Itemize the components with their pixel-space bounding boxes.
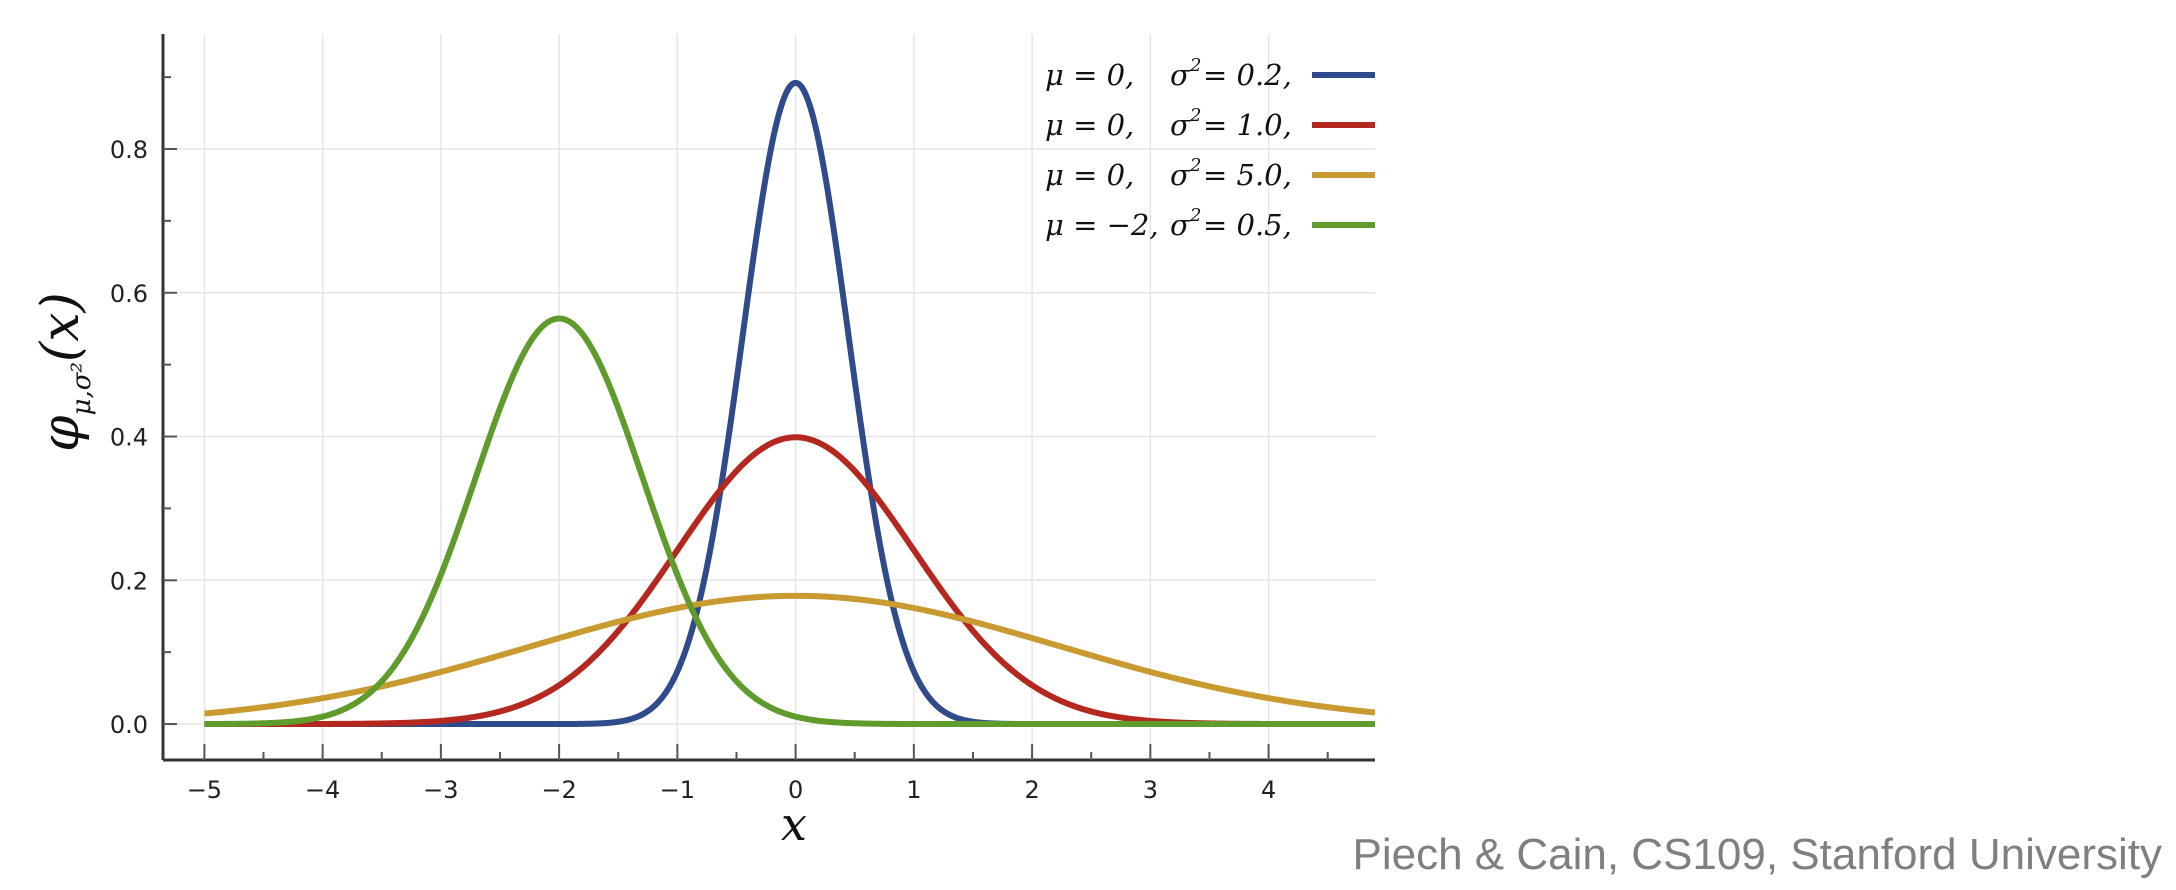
y-tick-labels: 0.0 0.2 0.4 0.6 0.8 (110, 136, 148, 739)
curves-group (202, 79, 1377, 728)
grid-lines (163, 34, 1375, 760)
credit-text: Piech & Cain, CS109, Stanford University (1352, 830, 2163, 879)
y-axis-title-sub: μ,σ² (67, 362, 97, 415)
y-axis-title-arg: (x) (31, 292, 91, 362)
legend-sigma-symbol: σ (1170, 108, 1191, 142)
legend-value-text: = 0.5, (1203, 208, 1292, 242)
y-axis-title-base: φ (31, 415, 91, 452)
legend-entry-1: μ = 0, σ 2 = 0.2, (1045, 55, 1375, 92)
normal-distribution-chart: −5 −4 −3 −2 −1 0 1 2 3 4 0.00.20.40.60.8 μ = 0, σ 2… (31, 34, 1377, 840)
legend-sigma-superscript: 2 (1189, 105, 1201, 126)
legend-mu-text: μ = 0, (1045, 158, 1134, 192)
x-axis-title: x (781, 797, 807, 840)
y-axis-title: φμ,σ²(x) (31, 292, 97, 452)
legend-sigma-superscript: 2 (1189, 205, 1201, 226)
legend-entry-3: μ = 0, σ 2 = 5.0, (1045, 155, 1375, 192)
legend-entry-4: μ = −2, σ 2 = 0.5, (1045, 205, 1375, 242)
x-tick-label: −5 (187, 776, 222, 804)
svg-text:φμ,σ²(x): φμ,σ²(x) (31, 292, 97, 452)
legend-value-text: = 0.2, (1203, 58, 1292, 92)
x-tick-label: −4 (305, 776, 340, 804)
y-tick-label: 0.4 (110, 424, 148, 452)
x-tick-label: 2 (1024, 776, 1039, 804)
x-tick-label: −1 (660, 776, 695, 804)
legend-sigma-superscript: 2 (1189, 155, 1201, 176)
y-tick-label: 0.2 (110, 567, 148, 595)
legend-value-text: = 1.0, (1203, 108, 1292, 142)
curve-series-1 (202, 79, 1377, 728)
x-tick-labels: −5 −4 −3 −2 −1 0 1 2 3 4 (187, 776, 1277, 804)
legend-mu-text: μ = 0, (1045, 108, 1134, 142)
legend-mu-text: μ = −2, (1045, 208, 1159, 242)
legend: μ = 0, σ 2 = 0.2,μ = 0, σ 2 = 1.0,μ = 0, σ 2 = 5.… (1045, 55, 1375, 242)
legend-sigma-symbol: σ (1170, 208, 1191, 242)
x-tick-label: 0 (788, 776, 803, 804)
legend-value-text: = 5.0, (1203, 158, 1292, 192)
legend-sigma-superscript: 2 (1189, 55, 1201, 76)
curve-series-3 (202, 592, 1377, 717)
legend-mu-text: μ = 0, (1045, 58, 1134, 92)
y-tick-label: 0.8 (110, 136, 148, 164)
x-tick-label: 3 (1143, 776, 1158, 804)
curve-series-4 (202, 315, 1377, 728)
x-tick-label: −2 (541, 776, 576, 804)
legend-sigma-symbol: σ (1170, 158, 1191, 192)
y-tick-label: 0.0 (110, 711, 148, 739)
x-tick-label: 4 (1261, 776, 1276, 804)
x-tick-label: 1 (906, 776, 921, 804)
x-tick-label: −3 (423, 776, 458, 804)
axes-group (161, 34, 1375, 762)
legend-entry-2: μ = 0, σ 2 = 1.0, (1045, 105, 1375, 142)
legend-sigma-symbol: σ (1170, 58, 1191, 92)
y-tick-label: 0.6 (110, 280, 148, 308)
